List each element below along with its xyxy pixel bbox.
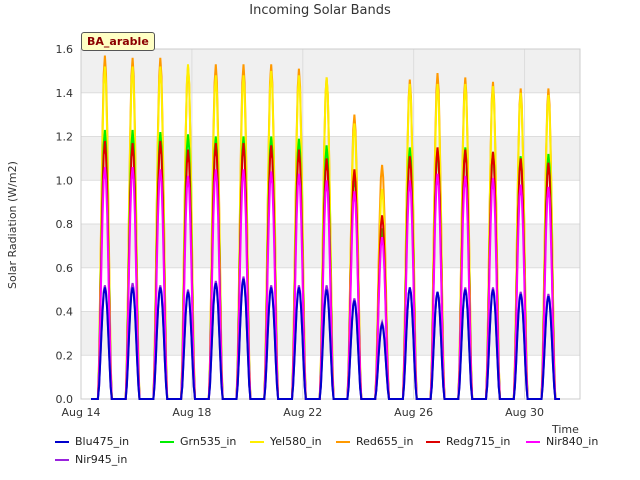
legend-label: Blu475_in <box>75 435 130 448</box>
legend-swatch <box>250 441 264 443</box>
legend-label: Red655_in <box>356 435 414 448</box>
legend-item-blu475_in: Blu475_in <box>55 435 129 448</box>
legend-item-redg715_in: Redg715_in <box>426 435 510 448</box>
x-axis-label: Time <box>552 423 579 436</box>
series-line-blu475_in <box>91 278 560 400</box>
legend-label: Nir840_in <box>546 435 599 448</box>
legend-swatch <box>160 441 174 443</box>
site-label-badge: BA_arable <box>81 32 155 51</box>
y-axis-ticks: 0.0 0.2 0.4 0.6 0.8 1.0 1.2 1.4 1.6 <box>56 43 74 406</box>
legend-label: Yel580_in <box>270 435 322 448</box>
x-tick-label: Aug 14 <box>62 406 101 419</box>
legend-label: Redg715_in <box>446 435 511 448</box>
background-band <box>81 92 580 137</box>
legend-item-red655_in: Red655_in <box>336 435 413 448</box>
legend-label: Grn535_in <box>180 435 237 448</box>
y-tick-label: 0.4 <box>56 306 74 319</box>
legend-swatch <box>526 441 540 443</box>
x-tick-label: Aug 30 <box>505 406 544 419</box>
y-tick-label: 0.2 <box>56 349 74 362</box>
x-tick-label: Aug 22 <box>283 406 322 419</box>
y-tick-label: 0.8 <box>56 218 74 231</box>
legend-item-nir840_in: Nir840_in <box>526 435 598 448</box>
legend-swatch <box>55 441 69 443</box>
legend-swatch <box>336 441 350 443</box>
legend-item-grn535_in: Grn535_in <box>160 435 236 448</box>
legend-item-yel580_in: Yel580_in <box>250 435 322 448</box>
y-tick-label: 1.4 <box>56 87 74 100</box>
legend-label: Nir945_in <box>75 453 128 466</box>
x-tick-label: Aug 18 <box>172 406 211 419</box>
y-tick-label: 1.0 <box>56 174 74 187</box>
y-tick-label: 0.6 <box>56 262 74 275</box>
y-axis-label: Solar Radiation (W/m2) <box>6 161 19 289</box>
x-tick-label: Aug 26 <box>394 406 433 419</box>
y-tick-label: 0.0 <box>56 393 74 406</box>
y-tick-label: 1.6 <box>56 43 74 56</box>
background-band <box>81 136 580 181</box>
series-lines <box>91 55 560 400</box>
chart-title: Incoming Solar Bands <box>249 3 391 18</box>
x-axis-ticks: Aug 14 Aug 18 Aug 22 Aug 26 Aug 30 <box>62 406 545 419</box>
y-tick-label: 1.2 <box>56 131 74 144</box>
legend-swatch <box>55 459 69 461</box>
legend-swatch <box>426 441 440 443</box>
plot-frame <box>80 48 581 400</box>
legend-item-nir945_in: Nir945_in <box>55 453 127 466</box>
background-band <box>81 49 580 93</box>
